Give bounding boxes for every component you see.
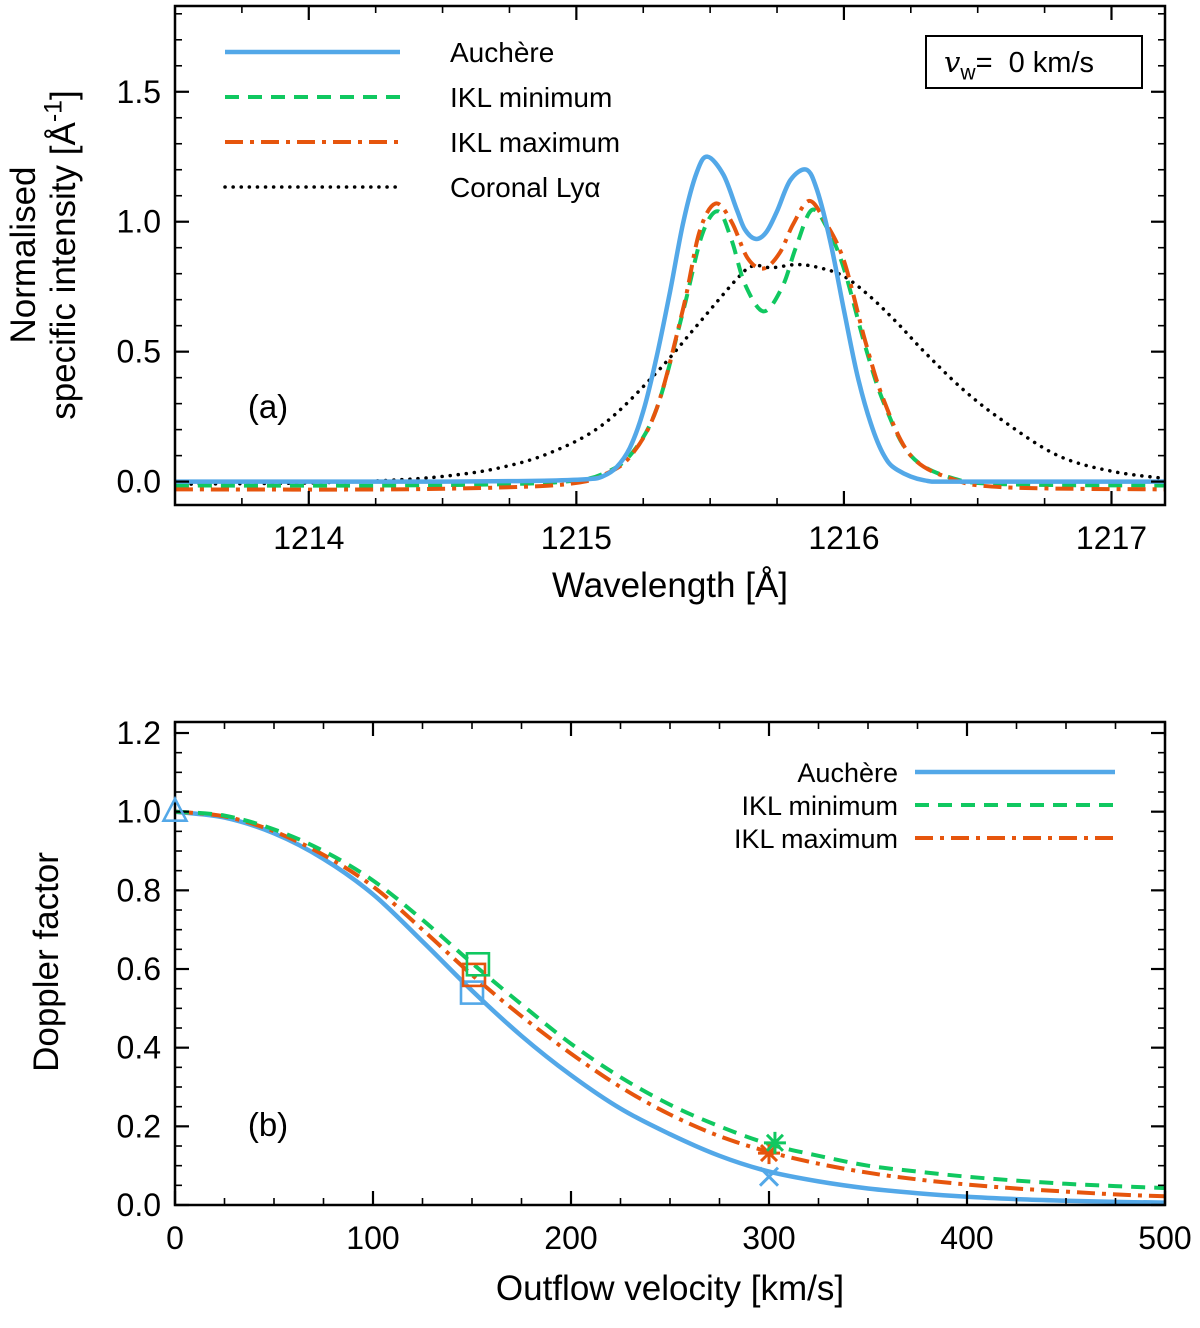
b-tick-labels: 0 100 200 300 400 500 0.0 0.2 0.4 0.6 0.8 1.0 1.2 bbox=[117, 715, 1192, 1256]
b-x-tick-label: 500 bbox=[1138, 1220, 1191, 1256]
a-ylabel-line: specific intensity [Å-1] bbox=[40, 90, 83, 420]
b-x-tick-label: 0 bbox=[166, 1220, 184, 1256]
b-ylabel-line: Doppler factor bbox=[27, 852, 66, 1072]
b-y-tick-label: 1.2 bbox=[117, 715, 161, 751]
b-minor-ticks bbox=[175, 722, 1165, 1205]
b-y-tick-label: 0.8 bbox=[117, 872, 161, 908]
b-y-tick-label: 0.0 bbox=[117, 1187, 161, 1223]
a-x-tick-label: 1214 bbox=[273, 520, 344, 556]
b-x-tick-label: 400 bbox=[940, 1220, 993, 1256]
series-a-coronal bbox=[175, 262, 1165, 486]
a-curves bbox=[175, 154, 1165, 492]
marker-asterisk-ikl_min bbox=[763, 1131, 786, 1154]
b-x-tick-label: 200 bbox=[544, 1220, 597, 1256]
legend-label-ikl_max: IKL maximum bbox=[450, 127, 620, 158]
a-ylabel: Normalised specific intensity [Å-1] bbox=[4, 90, 83, 420]
a-legend: Auchère IKL minimum IKL maximum Coronal Lyα bbox=[223, 37, 620, 203]
wind-speed-box bbox=[925, 35, 1143, 89]
a-major-ticks bbox=[175, 6, 1165, 505]
legend-label-ikl_max: IKL maximum bbox=[734, 824, 898, 854]
a-minor-ticks bbox=[175, 6, 1165, 505]
legend-label-ikl_min: IKL minimum bbox=[450, 82, 612, 113]
marker-square-ikl_min bbox=[465, 951, 491, 977]
series-a-auchere bbox=[175, 154, 1165, 484]
b-y-tick-label: 1.0 bbox=[117, 794, 161, 830]
a-axes-border bbox=[173, 4, 1167, 507]
a-y-tick-label: 0.5 bbox=[117, 334, 161, 370]
b-y-tick-label: 0.2 bbox=[117, 1108, 161, 1144]
legend-label-auchere: Auchère bbox=[450, 37, 554, 68]
marker-x-auchere bbox=[758, 1166, 780, 1187]
b-major-ticks bbox=[173, 722, 1167, 1207]
a-tick-labels: 1214 1215 1216 1217 0.0 0.5 1.0 1.5 bbox=[117, 74, 1148, 556]
a-ylabel-line: Normalised bbox=[4, 167, 43, 344]
b-curves bbox=[175, 809, 1165, 1205]
series-b-ikl_max bbox=[175, 809, 1165, 1199]
series-a-ikl_max bbox=[175, 198, 1165, 492]
panel-a: 1214 1215 1216 1217 0.0 0.5 1.0 1.5 Wavelength [… bbox=[4, 4, 1167, 605]
b-y-tick-label: 0.4 bbox=[117, 1030, 161, 1066]
a-x-tick-label: 1215 bbox=[541, 520, 612, 556]
a-y-tick-label: 0.0 bbox=[117, 464, 161, 500]
a-y-tick-label: 1.5 bbox=[117, 74, 161, 110]
b-panel-label: (b) bbox=[248, 1106, 288, 1143]
a-panel-label: (a) bbox=[248, 388, 288, 425]
a-xlabel: Wavelength [Å] bbox=[552, 566, 788, 605]
b-x-tick-label: 300 bbox=[742, 1220, 795, 1256]
marker-square-auchere bbox=[459, 980, 485, 1005]
marker-triangle-auchere bbox=[161, 795, 189, 822]
legend-label-auchere: Auchère bbox=[797, 758, 898, 788]
legend-label-ikl_min: IKL minimum bbox=[741, 791, 898, 821]
a-x-tick-label: 1216 bbox=[808, 520, 879, 556]
series-a-ikl_min bbox=[175, 207, 1165, 488]
b-xlabel: Outflow velocity [km/s] bbox=[496, 1269, 844, 1308]
series-b-auchere bbox=[175, 809, 1165, 1205]
panel-b: 0 100 200 300 400 500 0.0 0.2 0.4 0.6 0.8 1.0 1.2 Out… bbox=[27, 715, 1192, 1308]
legend-label-coronal: Coronal Lyα bbox=[450, 172, 601, 203]
b-ylabel: Doppler factor bbox=[27, 852, 66, 1072]
b-y-tick-label: 0.6 bbox=[117, 951, 161, 987]
a-x-tick-label: 1217 bbox=[1076, 520, 1147, 556]
series-b-ikl_min bbox=[175, 809, 1165, 1191]
wind-speed-label: vw= 0 km/s bbox=[944, 45, 1094, 84]
b-x-tick-label: 100 bbox=[346, 1220, 399, 1256]
a-y-tick-label: 1.0 bbox=[117, 204, 161, 240]
